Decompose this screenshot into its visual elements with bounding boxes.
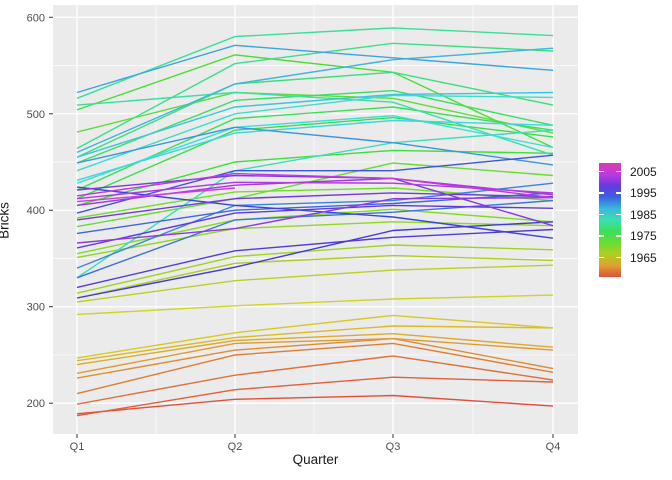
- series-line-2004: [76, 172, 554, 199]
- legend-tick-mark: [616, 170, 621, 173]
- legend-tick-mark: [616, 256, 621, 259]
- legend-tick-label: 1985: [630, 207, 657, 222]
- series-line-1999: [76, 192, 554, 221]
- series-line-1974: [76, 54, 554, 149]
- plot-panel: [53, 5, 578, 434]
- series-line-1957: [76, 376, 554, 417]
- series-line-1976: [76, 116, 554, 200]
- legend-tick-mark: [616, 192, 621, 194]
- series-line-1979: [76, 71, 554, 158]
- x-tick-label: Q1: [70, 441, 85, 453]
- legend-tick-mark: [616, 235, 621, 237]
- series-line-1985: [76, 114, 554, 184]
- series-line-1969: [76, 221, 554, 259]
- series-line-1998: [76, 204, 554, 249]
- series-line-1961: [76, 337, 554, 374]
- series-line-1956: [76, 394, 554, 415]
- series-line-1994: [76, 154, 554, 214]
- legend-tick-label: 1965: [630, 250, 657, 265]
- x-tick-label: Q2: [228, 441, 243, 453]
- legend-tick-label: 2005: [630, 164, 657, 179]
- series-line-1959: [76, 342, 554, 395]
- series-line-2005: [76, 187, 236, 203]
- series-line-1991: [76, 182, 554, 269]
- x-axis-title: Quarter: [292, 452, 339, 467]
- series-line-1966: [76, 264, 554, 303]
- y-tick-label: 200: [27, 398, 45, 410]
- series-line-1967: [76, 254, 554, 299]
- x-tick-label: Q3: [386, 441, 401, 453]
- series-line-1977: [76, 106, 554, 191]
- series-line-1997: [76, 228, 554, 289]
- series-line-1988: [76, 47, 554, 154]
- series-line-1983: [76, 129, 554, 279]
- series-line-1990: [76, 126, 554, 166]
- legend-tick-label: 1975: [630, 229, 657, 244]
- series-line-1981: [76, 27, 554, 99]
- series-line-1963: [76, 325, 554, 362]
- legend-tick-mark: [599, 213, 604, 216]
- series-line-1986: [76, 119, 554, 181]
- legend-tick-mark: [599, 256, 604, 259]
- y-tick-label: 300: [27, 302, 45, 314]
- y-axis-title: Bricks: [0, 202, 12, 239]
- y-tick-label: 500: [27, 109, 45, 121]
- series-line-2000: [76, 174, 554, 227]
- series-line-2001: [76, 197, 554, 244]
- legend-tick-mark: [599, 170, 604, 173]
- series-line-1958: [76, 355, 554, 405]
- series-line-1960: [76, 337, 554, 379]
- series-line-1965: [76, 294, 554, 316]
- series-line-1968: [76, 244, 554, 294]
- series-line-1972: [76, 162, 554, 228]
- legend-tick-mark: [599, 192, 604, 194]
- series-line-1980: [76, 42, 554, 150]
- series-line-1996: [76, 221, 554, 299]
- x-tick-label: Q4: [546, 441, 561, 453]
- y-tick-label: 400: [27, 205, 45, 217]
- legend-colorbar: [599, 163, 621, 277]
- series-line-1982: [76, 91, 554, 156]
- series-line-1964: [76, 314, 554, 359]
- series-line-1984: [76, 94, 554, 172]
- legend-tick-mark: [616, 213, 621, 216]
- legend-tick-mark: [599, 235, 604, 237]
- series-line-1987: [76, 91, 554, 158]
- series-line-1995: [76, 186, 554, 239]
- series-line-1962: [76, 332, 554, 366]
- series-line-1989: [76, 44, 554, 94]
- y-tick-label: 600: [27, 12, 45, 24]
- legend-tick-label: 1995: [630, 186, 657, 201]
